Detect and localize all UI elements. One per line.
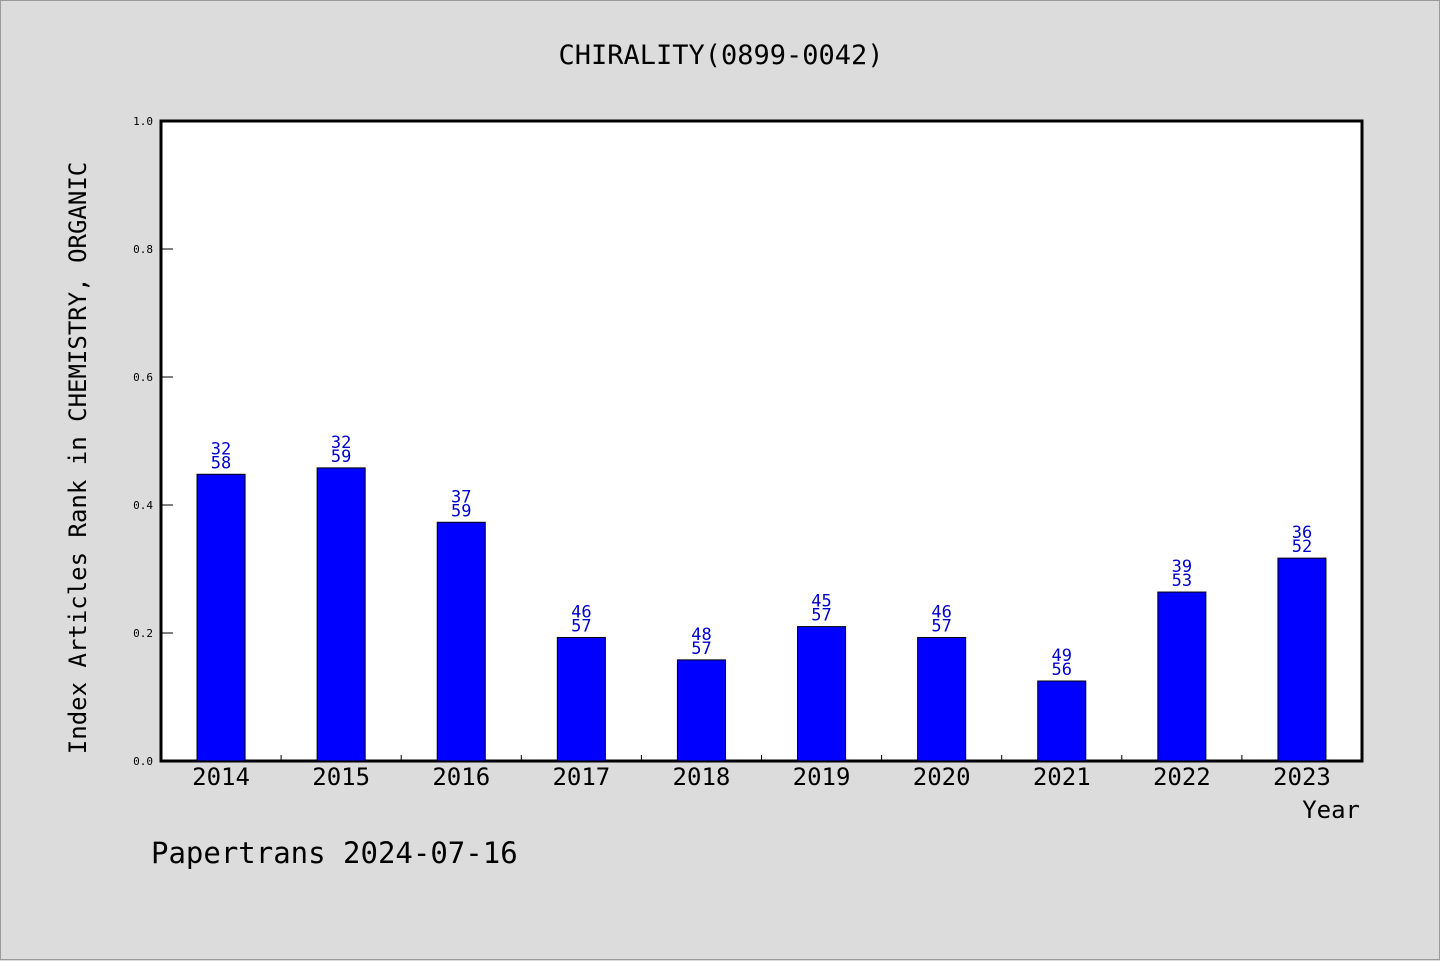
data-label-total: 59 bbox=[451, 501, 471, 521]
data-label-total: 57 bbox=[931, 616, 951, 636]
y-tick-label: 0.0 bbox=[133, 755, 153, 768]
y-tick-label: 0.8 bbox=[133, 243, 153, 256]
bar bbox=[436, 521, 486, 762]
data-label-total: 59 bbox=[331, 447, 351, 467]
x-tick-label: 2015 bbox=[312, 763, 370, 791]
bar bbox=[676, 659, 726, 762]
x-tick-label: 2021 bbox=[1033, 763, 1091, 791]
x-tick-label: 2017 bbox=[552, 763, 610, 791]
data-label-rank: 32 bbox=[211, 439, 231, 459]
data-label-rank: 39 bbox=[1172, 557, 1192, 577]
data-label-rank: 49 bbox=[1052, 646, 1072, 666]
data-label-total: 57 bbox=[811, 606, 831, 626]
data-label-total: 52 bbox=[1292, 537, 1312, 557]
x-tick-label: 2020 bbox=[913, 763, 971, 791]
y-tick-label: 0.6 bbox=[133, 371, 153, 384]
footer-credit: Papertrans 2024-07-16 bbox=[151, 836, 518, 870]
data-label-total: 58 bbox=[211, 453, 231, 473]
data-label-rank: 45 bbox=[811, 592, 831, 612]
bars bbox=[196, 467, 1327, 762]
data-label-rank: 32 bbox=[331, 433, 351, 453]
bar bbox=[797, 626, 847, 762]
bar bbox=[196, 473, 246, 762]
data-label-rank: 46 bbox=[571, 602, 591, 622]
y-axis-label: Index Articles Rank in CHEMISTRY, ORGANI… bbox=[64, 162, 92, 754]
y-tick-label: 0.4 bbox=[133, 499, 153, 512]
data-label-total: 57 bbox=[571, 616, 591, 636]
x-tick-label: 2022 bbox=[1153, 763, 1211, 791]
y-tick-label: 1.0 bbox=[133, 115, 153, 128]
x-tick-label: 2014 bbox=[192, 763, 250, 791]
x-tick-label: 2018 bbox=[673, 763, 731, 791]
chart-title: CHIRALITY(0899-0042) bbox=[558, 40, 883, 71]
data-label-rank: 37 bbox=[451, 487, 471, 507]
x-tick-label: 2023 bbox=[1273, 763, 1331, 791]
bar bbox=[917, 636, 967, 762]
bar bbox=[1157, 591, 1207, 762]
data-label-rank: 36 bbox=[1292, 523, 1312, 543]
data-label-rank: 48 bbox=[691, 625, 711, 645]
data-label-total: 53 bbox=[1172, 571, 1192, 591]
bar bbox=[1037, 680, 1087, 762]
x-tick-label: 2019 bbox=[793, 763, 851, 791]
y-tick-label: 0.2 bbox=[133, 627, 153, 640]
data-label-total: 56 bbox=[1052, 660, 1072, 680]
x-axis-label: Year bbox=[1302, 796, 1360, 824]
x-tick-label: 2016 bbox=[432, 763, 490, 791]
x-axis: 2014 2015 2016 2017 2018 2019 2020 2021 2022 2023 bbox=[192, 755, 1331, 791]
data-label-total: 57 bbox=[691, 639, 711, 659]
data-label-rank: 46 bbox=[931, 602, 951, 622]
bar bbox=[316, 467, 366, 762]
bar bbox=[556, 636, 606, 762]
y-axis: 0.0 0.2 0.4 0.6 0.8 1.0 bbox=[133, 115, 173, 768]
bar bbox=[1277, 557, 1327, 762]
